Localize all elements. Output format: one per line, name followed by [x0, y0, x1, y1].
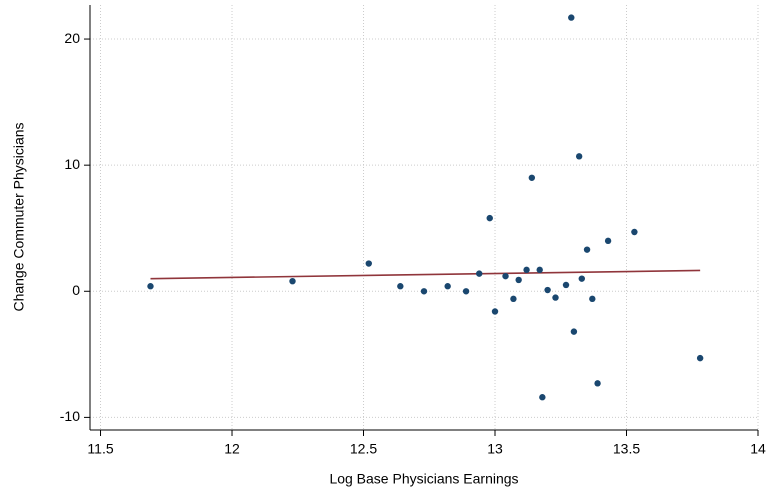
point: [444, 283, 451, 290]
point: [523, 266, 530, 274]
point: [528, 174, 536, 181]
point: [604, 237, 612, 245]
point: [575, 153, 583, 160]
point: [365, 260, 372, 267]
y-tick-label: -10: [60, 408, 80, 424]
fit-line: [150, 269, 701, 280]
point: [502, 272, 509, 280]
point: [462, 288, 470, 295]
point: [147, 283, 154, 290]
point: [544, 286, 551, 294]
point: [583, 246, 591, 253]
point: [589, 295, 596, 303]
x-tick-label: 12.5: [350, 441, 377, 457]
point: [491, 308, 499, 315]
y-tick-label: 20: [64, 30, 80, 46]
point: [594, 380, 601, 387]
x-tick-label: 11.5: [87, 441, 113, 457]
point: [486, 214, 493, 222]
x-tick-label: 13.5: [613, 441, 640, 457]
point: [476, 270, 483, 277]
x-axis-label: Log Base Physicians Earnings: [329, 471, 518, 487]
x-tick-label: 13: [487, 441, 503, 457]
point: [539, 394, 546, 401]
point: [696, 354, 704, 362]
point: [289, 277, 296, 285]
x-tick-label: 14: [750, 441, 766, 457]
point: [420, 288, 428, 295]
point: [510, 295, 517, 303]
point: [515, 276, 522, 284]
point: [568, 14, 575, 21]
x-tick-label: 12: [224, 441, 240, 457]
y-tick-label: 10: [64, 156, 80, 172]
point: [552, 294, 559, 301]
y-tick-label: 0: [72, 282, 80, 298]
point: [631, 228, 638, 236]
point: [397, 283, 404, 290]
point: [562, 281, 570, 289]
y-axis-label: Change Commuter Physicians: [11, 122, 27, 311]
point: [570, 328, 578, 335]
point: [578, 275, 585, 282]
point: [536, 266, 543, 274]
